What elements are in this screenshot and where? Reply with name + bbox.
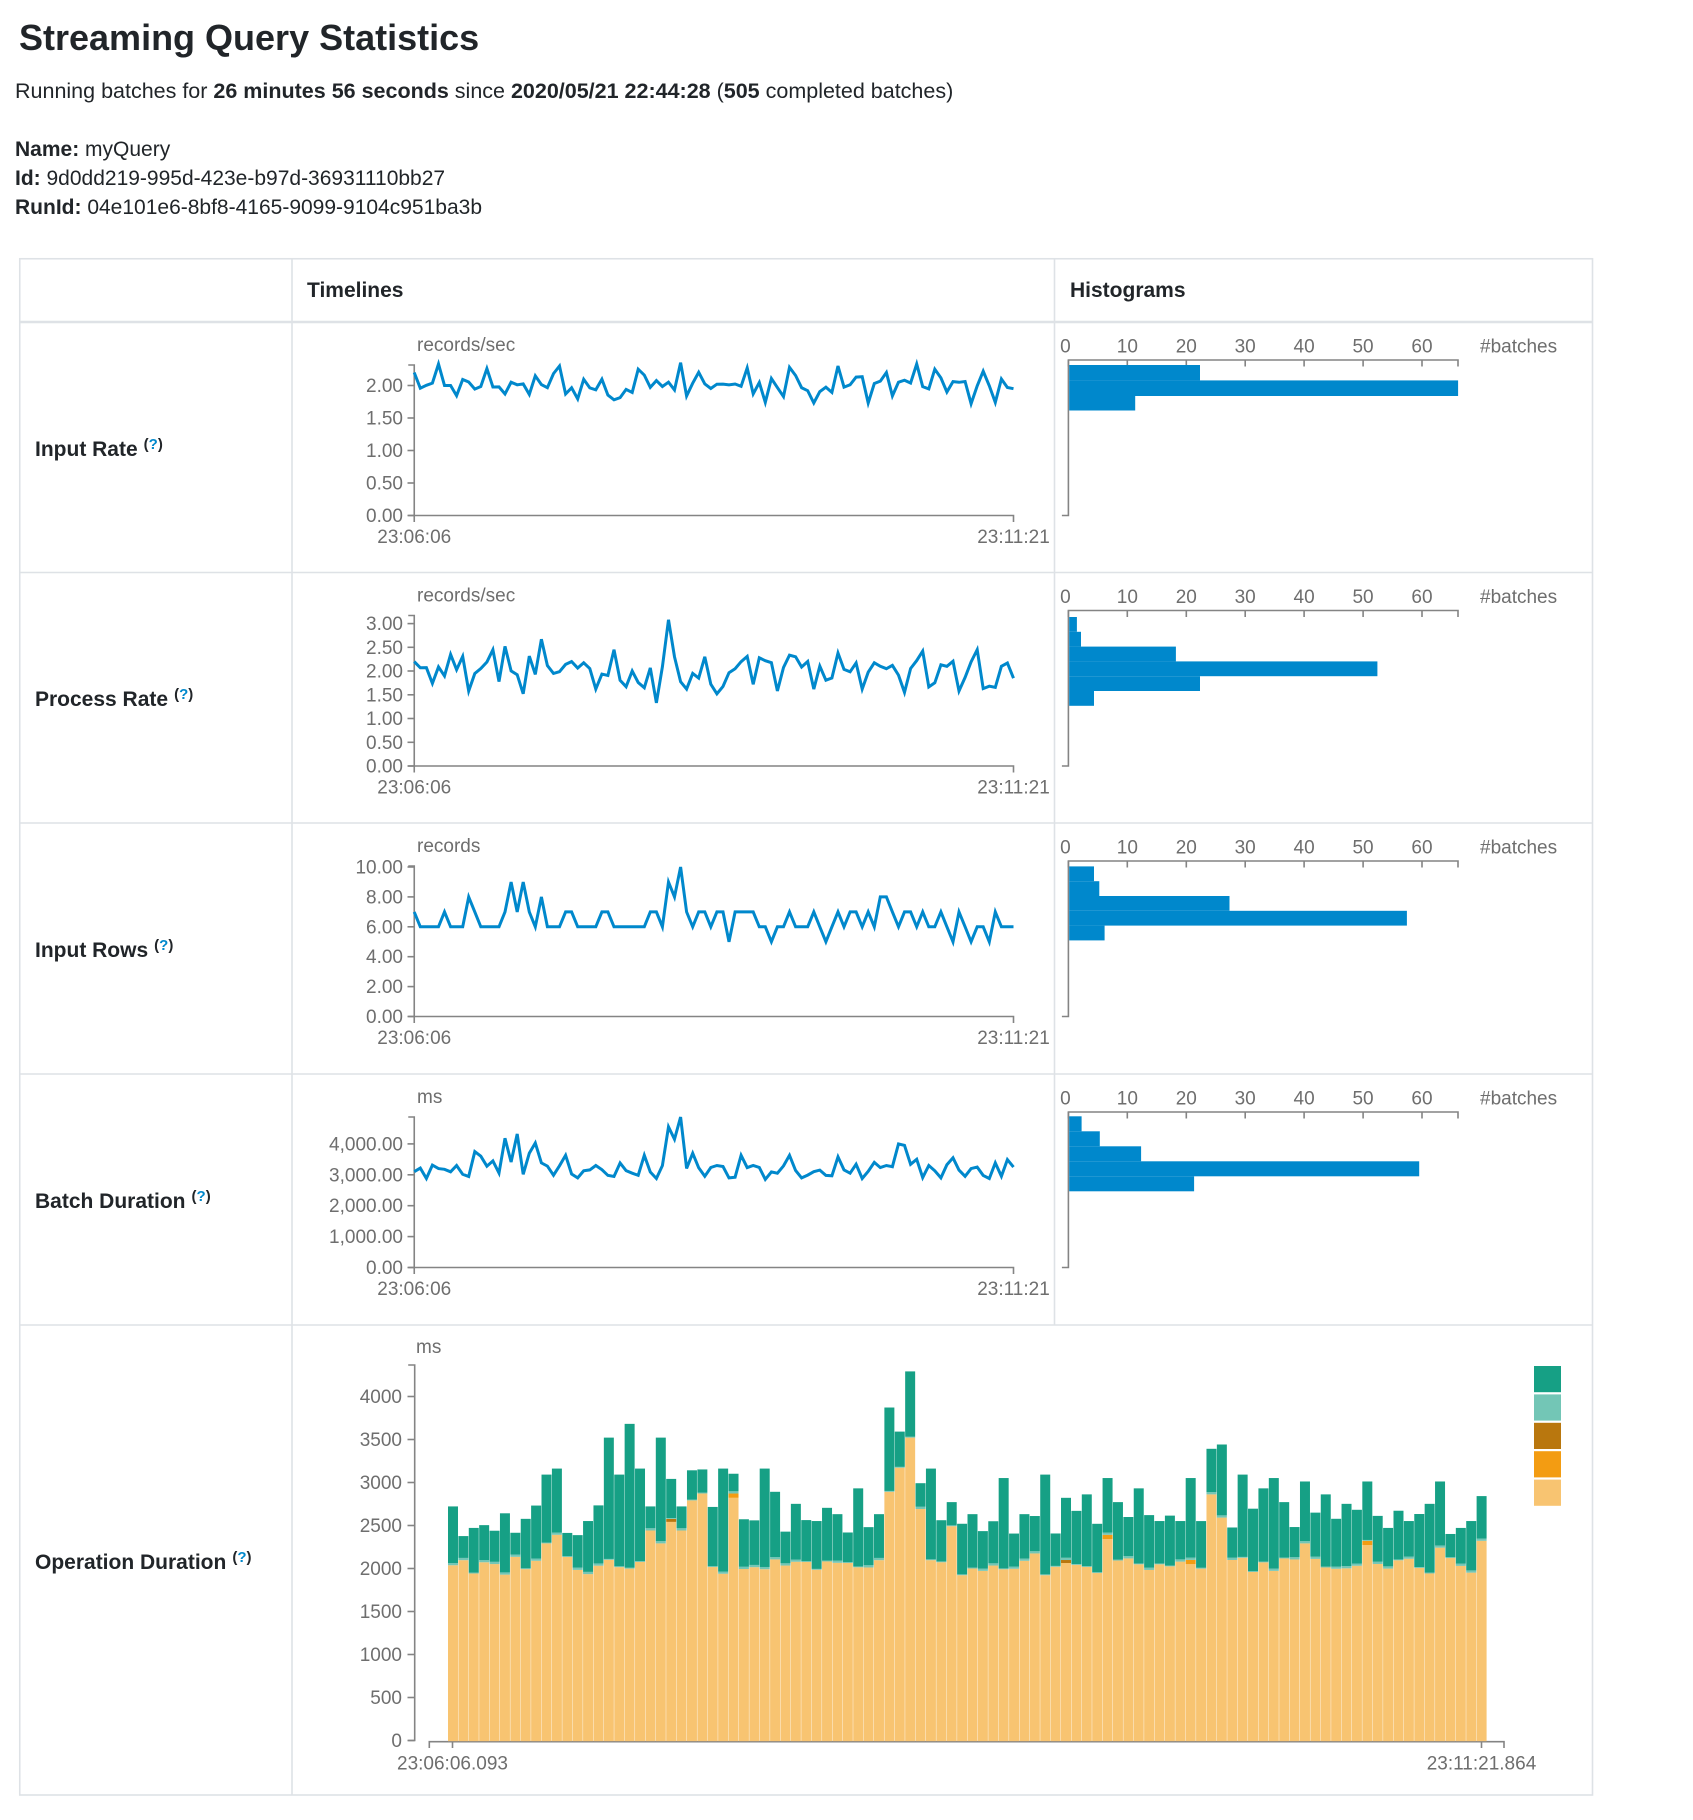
svg-text:50: 50 xyxy=(1352,337,1373,358)
svg-text:#batches: #batches xyxy=(1480,1089,1557,1110)
svg-text:2.00: 2.00 xyxy=(366,977,403,998)
svg-text:0.50: 0.50 xyxy=(366,733,403,754)
svg-text:23:06:06.093: 23:06:06.093 xyxy=(397,1754,508,1775)
svg-text:#batches: #batches xyxy=(1480,587,1557,608)
svg-text:1.50: 1.50 xyxy=(366,685,403,706)
svg-text:10: 10 xyxy=(1117,587,1138,608)
svg-text:2.50: 2.50 xyxy=(366,638,403,659)
svg-text:40: 40 xyxy=(1294,1089,1315,1110)
svg-text:#batches: #batches xyxy=(1480,337,1557,358)
svg-text:records/sec: records/sec xyxy=(417,335,515,356)
svg-text:1500: 1500 xyxy=(360,1602,402,1623)
svg-text:2500: 2500 xyxy=(360,1516,402,1537)
svg-text:3,000.00: 3,000.00 xyxy=(329,1165,403,1186)
svg-text:23:11:21: 23:11:21 xyxy=(977,1028,1050,1049)
svg-text:23:11:21: 23:11:21 xyxy=(977,527,1050,548)
svg-text:20: 20 xyxy=(1176,1089,1197,1110)
svg-text:20: 20 xyxy=(1176,337,1197,358)
svg-text:50: 50 xyxy=(1352,1089,1373,1110)
svg-text:60: 60 xyxy=(1411,337,1432,358)
svg-text:2000: 2000 xyxy=(360,1559,402,1580)
svg-text:60: 60 xyxy=(1411,587,1432,608)
svg-text:Operation Duration(?): Operation Duration (?) xyxy=(35,1549,252,1574)
svg-text:0.00: 0.00 xyxy=(366,1258,403,1279)
svg-text:30: 30 xyxy=(1235,337,1256,358)
svg-text:30: 30 xyxy=(1235,1089,1256,1110)
svg-text:500: 500 xyxy=(370,1688,402,1709)
svg-text:Batch Duration(?): Batch Duration (?) xyxy=(35,1188,211,1213)
svg-text:23:06:06: 23:06:06 xyxy=(377,1028,451,1049)
svg-text:0: 0 xyxy=(1060,838,1071,859)
svg-text:ms: ms xyxy=(417,1087,442,1108)
svg-text:3000: 3000 xyxy=(360,1473,402,1494)
svg-text:60: 60 xyxy=(1411,838,1432,859)
svg-text:10: 10 xyxy=(1117,337,1138,358)
svg-text:4000: 4000 xyxy=(360,1387,402,1408)
svg-text:0: 0 xyxy=(1060,1089,1071,1110)
svg-text:20: 20 xyxy=(1176,587,1197,608)
svg-text:23:11:21: 23:11:21 xyxy=(977,1279,1050,1300)
svg-text:Input Rows(?): Input Rows (?) xyxy=(35,937,173,962)
svg-text:2.00: 2.00 xyxy=(366,662,403,683)
svg-text:records/sec: records/sec xyxy=(417,586,515,607)
svg-text:40: 40 xyxy=(1294,337,1315,358)
svg-text:Histograms: Histograms xyxy=(1070,279,1186,302)
svg-text:50: 50 xyxy=(1352,838,1373,859)
svg-text:23:11:21: 23:11:21 xyxy=(977,778,1050,799)
svg-text:0.00: 0.00 xyxy=(366,757,403,778)
svg-text:ms: ms xyxy=(416,1337,441,1358)
svg-text:30: 30 xyxy=(1235,587,1256,608)
svg-text:4,000.00: 4,000.00 xyxy=(329,1134,403,1155)
svg-text:0: 0 xyxy=(1060,587,1071,608)
svg-text:50: 50 xyxy=(1352,587,1373,608)
svg-text:23:11:21.864: 23:11:21.864 xyxy=(1427,1754,1537,1775)
svg-text:23:06:06: 23:06:06 xyxy=(377,778,451,799)
svg-text:0: 0 xyxy=(1060,337,1071,358)
svg-text:Timelines: Timelines xyxy=(307,279,404,302)
svg-text:1,000.00: 1,000.00 xyxy=(329,1227,403,1248)
svg-text:1000: 1000 xyxy=(360,1645,402,1666)
svg-text:Input Rate(?): Input Rate (?) xyxy=(35,436,163,461)
svg-text:4.00: 4.00 xyxy=(366,947,403,968)
svg-text:records: records xyxy=(417,836,480,857)
svg-text:23:06:06: 23:06:06 xyxy=(377,1279,451,1300)
svg-text:23:06:06: 23:06:06 xyxy=(377,527,451,548)
svg-text:1.00: 1.00 xyxy=(366,709,403,730)
svg-text:3.00: 3.00 xyxy=(366,614,403,635)
svg-text:0.00: 0.00 xyxy=(366,1007,403,1028)
svg-text:10: 10 xyxy=(1117,1089,1138,1110)
svg-text:1.00: 1.00 xyxy=(366,441,403,462)
svg-text:0: 0 xyxy=(391,1731,402,1752)
svg-text:40: 40 xyxy=(1294,838,1315,859)
svg-text:Process Rate(?): Process Rate (?) xyxy=(35,686,193,711)
svg-text:40: 40 xyxy=(1294,587,1315,608)
svg-text:20: 20 xyxy=(1176,838,1197,859)
svg-text:3500: 3500 xyxy=(360,1430,402,1451)
svg-text:1.50: 1.50 xyxy=(366,408,403,429)
svg-text:2.00: 2.00 xyxy=(366,376,403,397)
svg-text:6.00: 6.00 xyxy=(366,917,403,938)
svg-text:0.00: 0.00 xyxy=(366,506,403,527)
svg-text:#batches: #batches xyxy=(1480,838,1557,859)
svg-text:2,000.00: 2,000.00 xyxy=(329,1196,403,1217)
svg-text:8.00: 8.00 xyxy=(366,887,403,908)
svg-text:30: 30 xyxy=(1235,838,1256,859)
svg-text:60: 60 xyxy=(1411,1089,1432,1110)
svg-text:0.50: 0.50 xyxy=(366,473,403,494)
svg-text:10: 10 xyxy=(1117,838,1138,859)
svg-text:10.00: 10.00 xyxy=(355,858,403,879)
